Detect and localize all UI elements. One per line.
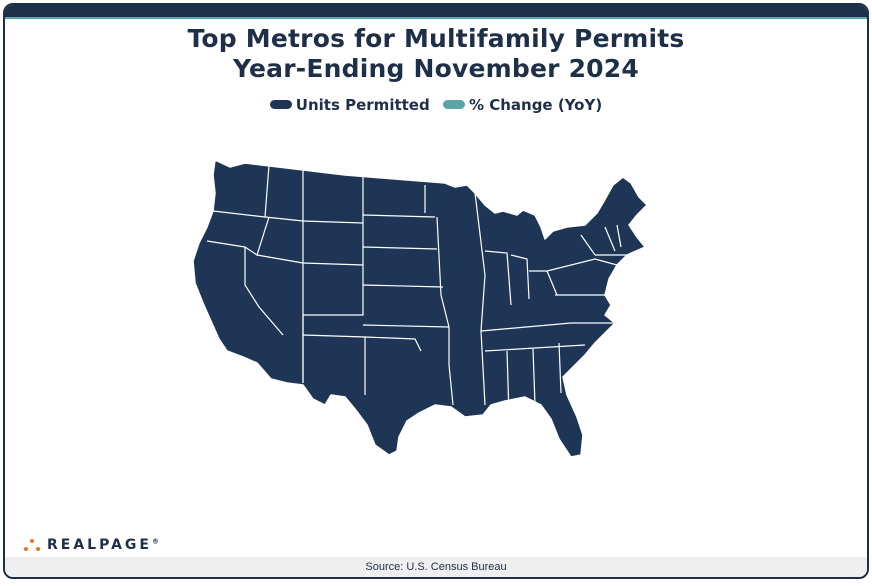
legend-item-change: % Change (YoY) [442,95,603,114]
top-bar-accent [5,17,867,19]
state-borders [206,164,633,416]
legend-swatch-units [269,100,292,109]
legend-item-units: Units Permitted [269,95,430,114]
legend: Units Permitted % Change (YoY) [5,95,867,114]
realpage-logo: REALPAGE® [23,537,159,553]
top-bar [5,5,867,17]
legend-label-change: % Change (YoY) [468,95,603,114]
us-outline [192,159,648,458]
logo-dots-icon [24,539,40,551]
chart-title: Top Metros for Multifamily Permits Year-… [5,24,867,84]
us-map [192,159,648,458]
source-footer: Source: U.S. Census Bureau [5,557,867,577]
legend-swatch-change [442,100,465,109]
source-text: Source: U.S. Census Bureau [365,561,507,573]
chart-frame: Top Metros for Multifamily Permits Year-… [3,3,869,579]
legend-label-units: Units Permitted [295,95,430,114]
title-line-2: Year-Ending November 2024 [233,54,639,83]
logo-wordmark: REALPAGE® [47,537,159,553]
title-line-1: Top Metros for Multifamily Permits [187,24,685,53]
